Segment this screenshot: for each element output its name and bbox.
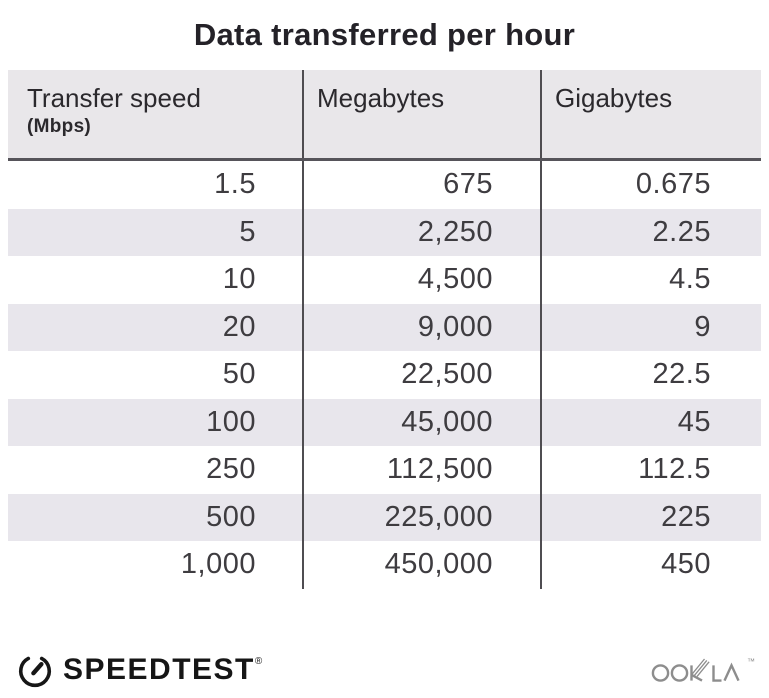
ookla-logo: OOKLA ™ (650, 655, 755, 685)
table-row: 5 2,250 2.25 (8, 208, 761, 256)
table-cell: 50 (222, 358, 256, 390)
table-cell: 675 (302, 161, 540, 209)
table-row: 100 45,000 45 (8, 398, 761, 446)
speedtest-gauge-icon (18, 656, 52, 688)
table-cell: 45,000 (302, 398, 540, 446)
registered-trademark-mark: ® (254, 656, 263, 667)
table-body: 1.5 675 0.675 5 2,250 2.25 10 4,500 4.5 20 9,000 9 5… (8, 161, 761, 589)
table-row: 10 4,500 4.5 (8, 256, 761, 304)
ookla-wordmark-icon (651, 658, 740, 682)
table-cell: 5 (239, 215, 256, 248)
speedtest-wordmark: SPEEDTEST (63, 653, 255, 686)
table-cell: 45 (540, 398, 761, 446)
footer: SPEEDTEST ® OOKLA ™ (16, 648, 755, 692)
column-header-label: Megabytes (317, 83, 445, 113)
table-cell: 500 (206, 500, 256, 533)
table-row: 20 9,000 9 (8, 303, 761, 351)
table-row: 250 112,500 112.5 (8, 446, 761, 494)
table-cell: 100 (206, 405, 256, 438)
table-cell: 225 (540, 493, 761, 541)
table-row: 50 22,500 22.5 (8, 351, 761, 399)
data-table: Transfer speed (Mbps) Megabytes Gigabyte… (8, 70, 761, 589)
table-cell: 2.25 (540, 208, 761, 256)
table-cell: 10 (222, 263, 256, 295)
table-cell: 9 (540, 303, 761, 351)
table-cell: 250 (206, 453, 256, 485)
column-header-unit: (Mbps) (27, 116, 92, 137)
column-header-transfer-speed: Transfer speed (Mbps) (8, 70, 302, 158)
table-cell: 1.5 (214, 168, 256, 200)
table-cell: 112,500 (302, 446, 540, 494)
table-header-row: Transfer speed (Mbps) Megabytes Gigabyte… (8, 70, 761, 161)
table-cell: 4.5 (540, 256, 761, 304)
table-cell: 450 (540, 541, 761, 589)
page-title: Data transferred per hour (193, 17, 576, 52)
column-header-label: Transfer speed (27, 83, 201, 113)
speedtest-logo: SPEEDTEST ® (16, 651, 262, 689)
table-cell: 22,500 (302, 351, 540, 399)
column-header-gigabytes: Gigabytes (540, 70, 761, 158)
column-header-megabytes: Megabytes (302, 70, 540, 158)
trademark-mark: ™ (747, 657, 755, 666)
table-row: 500 225,000 225 (8, 493, 761, 541)
table-cell: 20 (222, 310, 256, 343)
table-cell: 22.5 (540, 351, 761, 399)
table-cell: 4,500 (302, 256, 540, 304)
column-header-label: Gigabytes (555, 83, 673, 113)
table-row: 1.5 675 0.675 (8, 161, 761, 209)
table-cell: 225,000 (302, 493, 540, 541)
table-cell: 9,000 (302, 303, 540, 351)
table-cell: 2,250 (302, 208, 540, 256)
table-row: 1,000 450,000 450 (8, 541, 761, 589)
table-cell: 450,000 (302, 541, 540, 589)
table-cell: 1,000 (180, 548, 256, 580)
table-cell: 112.5 (540, 446, 761, 494)
table-cell: 0.675 (540, 161, 761, 209)
